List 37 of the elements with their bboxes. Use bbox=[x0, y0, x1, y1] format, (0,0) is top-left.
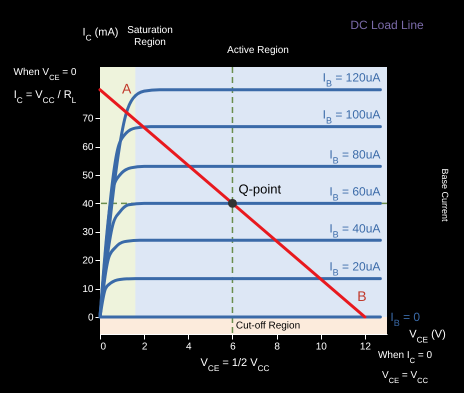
x-tick-label: 4 bbox=[186, 342, 192, 352]
text: V$_{CE}$ = V$_{CC}$ bbox=[382, 370, 429, 384]
x-tick-label: 2 bbox=[142, 342, 148, 352]
x-tick-label: 0 bbox=[100, 342, 106, 352]
text: I$_{C}$ = V$_{CC}$ / R$_{L}$ bbox=[14, 89, 77, 104]
x-tick-label: 6 bbox=[230, 342, 236, 352]
text: When I$_{C}$ = 0 bbox=[378, 350, 432, 364]
y-tick-label: 60 bbox=[82, 142, 94, 154]
x-tick-label: 8 bbox=[274, 342, 280, 352]
series-label: I$_{B}$ = 80uA bbox=[329, 147, 380, 166]
y-tick-label: 30 bbox=[82, 227, 94, 238]
annotation: Q-point bbox=[238, 181, 282, 196]
series-label: I$_{B}$ = 60uA bbox=[329, 184, 380, 202]
text: DC Load Line bbox=[350, 18, 424, 32]
x-tick-label: 10 bbox=[316, 342, 328, 352]
text: When V$_{CE}$ = 0 bbox=[14, 67, 77, 82]
series-label: I$_{B}$ = 40uA bbox=[329, 221, 380, 240]
band-label: Saturation Region bbox=[127, 25, 173, 48]
series-label: I$_{B}$ = 20uA bbox=[329, 260, 380, 278]
text: Base Current bbox=[440, 168, 450, 222]
band-label: Cut-off Region bbox=[236, 320, 300, 332]
series-label: I$_{B}$ = 0 bbox=[390, 310, 420, 328]
annotation: B bbox=[357, 288, 367, 304]
y-tick-label: 50 bbox=[82, 170, 94, 182]
text: V$_{CE}$ = 1/2 V$_{CC}$ bbox=[200, 357, 270, 372]
y-tick-label: 10 bbox=[82, 284, 94, 296]
y-tick-label: 20 bbox=[82, 256, 94, 267]
y-axis-title: I$_{C}$ (mA) bbox=[82, 26, 118, 42]
text: Active Region bbox=[227, 45, 289, 56]
series-label: I$_{B}$ = 120uA bbox=[322, 70, 380, 89]
x-tick-label: 12 bbox=[360, 342, 372, 352]
annotation: A bbox=[122, 80, 132, 97]
y-tick-label: 70 bbox=[82, 114, 94, 125]
y-tick-label: 0 bbox=[88, 312, 94, 324]
y-tick-label: 40 bbox=[82, 198, 94, 210]
x-axis-title: V$_{CE}$ (V) bbox=[409, 328, 446, 344]
series-label: I$_{B}$ = 100uA bbox=[322, 108, 380, 126]
